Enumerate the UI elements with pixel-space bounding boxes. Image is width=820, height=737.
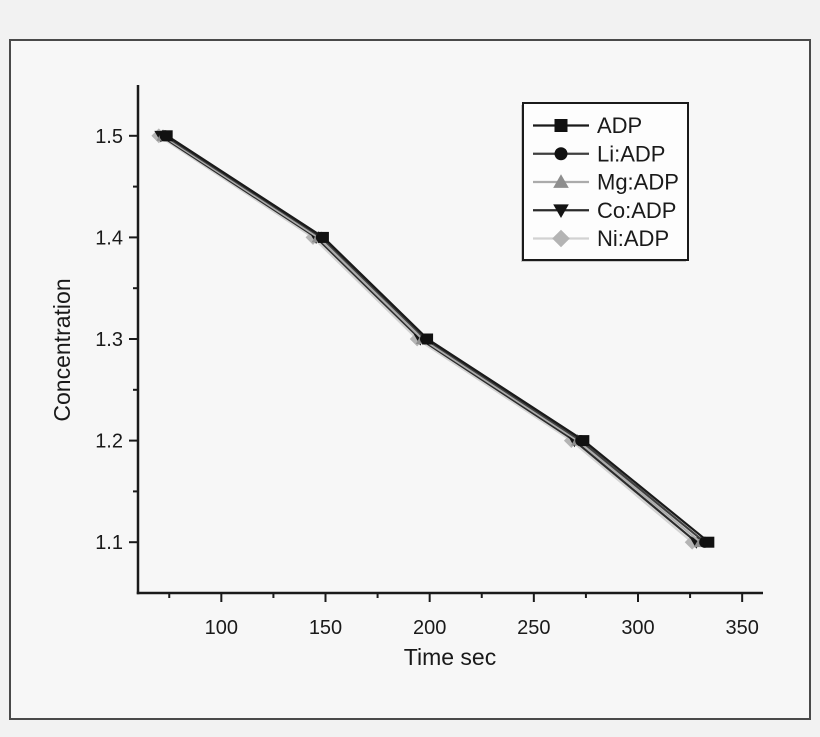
y-tick-label: 1.1 — [95, 532, 123, 554]
legend-label-Li:ADP: Li:ADP — [597, 141, 665, 166]
x-tick-label: 200 — [413, 617, 446, 639]
legend-label-ADP: ADP — [597, 113, 642, 138]
y-tick-label: 1.3 — [95, 329, 123, 351]
square-marker-ADP — [578, 435, 590, 447]
square-marker-ADP — [703, 536, 715, 548]
x-tick-label: 250 — [517, 617, 550, 639]
y-tick-label: 1.4 — [95, 227, 123, 249]
square-marker-ADP — [422, 333, 434, 345]
legend: ADP Li:ADP Mg:ADP Co:ADP Ni:ADP — [521, 102, 689, 262]
triangle-down-icon — [553, 204, 569, 219]
x-tick-label: 350 — [725, 617, 758, 639]
square-icon — [554, 119, 568, 132]
legend-label-Co:ADP: Co:ADP — [597, 198, 676, 223]
square-marker-ADP — [317, 231, 329, 243]
legend-label-Ni:ADP: Ni:ADP — [597, 226, 669, 251]
data-series — [151, 128, 715, 550]
circle-icon — [554, 147, 568, 161]
figure-background — [10, 40, 810, 719]
y-tick-label: 1.5 — [95, 126, 123, 148]
x-axis-title: Time sec — [404, 644, 496, 670]
x-tick-label: 100 — [205, 617, 238, 639]
legend-label-Mg:ADP: Mg:ADP — [597, 170, 679, 195]
y-tick-label: 1.2 — [95, 431, 123, 453]
square-marker-ADP — [161, 130, 173, 142]
axes: 100 150 200 250 300 350 1.5 1.4 1.3 1.2 1.1 — [95, 85, 763, 639]
x-tick-label: 300 — [621, 617, 654, 639]
x-tick-label: 150 — [309, 617, 342, 639]
figure-border — [9, 39, 811, 720]
y-axis-title: Concentration — [49, 278, 75, 421]
diamond-icon — [552, 229, 570, 248]
triangle-up-icon — [553, 174, 569, 188]
